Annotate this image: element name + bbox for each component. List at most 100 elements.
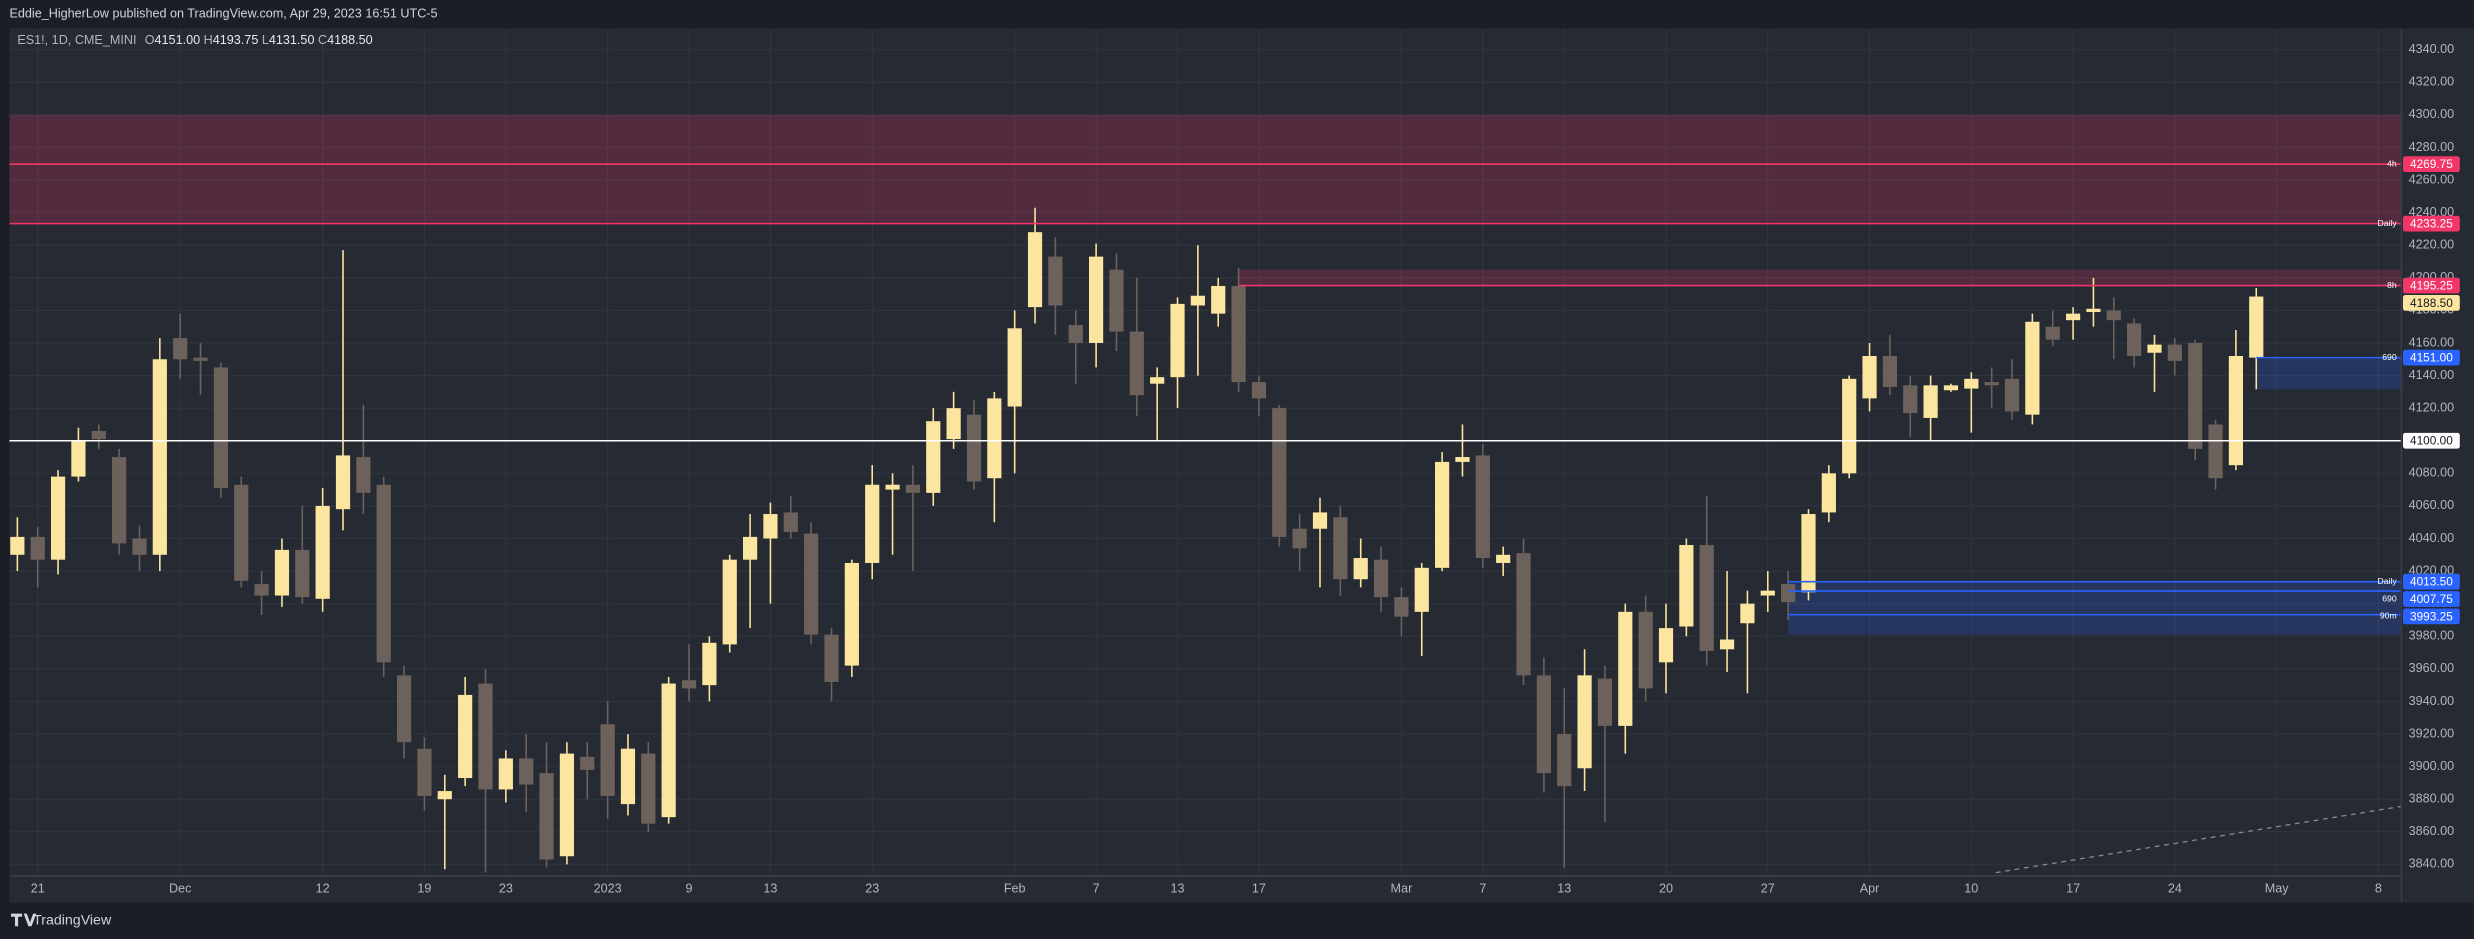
candle-body	[2188, 342, 2203, 449]
x-tick-label: 2023	[594, 882, 622, 896]
y-tick-label: 4340.00	[2409, 42, 2455, 56]
price-tag-label: 4195.25	[2410, 278, 2453, 292]
x-tick-label: May	[2265, 882, 2290, 896]
brand: TradingView	[33, 913, 112, 929]
candle-body	[1882, 356, 1897, 387]
candle-body	[1190, 295, 1205, 306]
candle-body	[824, 634, 839, 682]
candle-body	[1597, 678, 1613, 726]
ohlc-key: C	[318, 33, 327, 47]
x-tick-label: Dec	[169, 882, 191, 896]
candle-body	[2086, 308, 2101, 313]
candle-body	[234, 484, 249, 581]
candle-body	[1312, 512, 1328, 529]
price-tag-label: 3993.25	[2410, 609, 2453, 623]
candle-body	[600, 724, 615, 796]
candle-body	[1027, 232, 1043, 308]
candle-body	[152, 359, 167, 555]
candle-body	[173, 338, 188, 360]
candle-body	[1964, 378, 1979, 389]
candle-body	[1577, 675, 1592, 769]
y-tick-label: 4080.00	[2409, 466, 2455, 480]
candle-body	[987, 398, 1002, 479]
price-tag	[2402, 349, 2460, 366]
symbol: ES1!, 1D, CME_MINI	[17, 33, 136, 47]
ohlc-value: 4193.75	[213, 33, 259, 47]
candle-body	[1496, 554, 1511, 563]
price-tag-label: 4007.75	[2410, 592, 2453, 606]
y-tick-label: 4280.00	[2409, 140, 2455, 154]
candle-body	[458, 694, 473, 779]
candle-body	[1068, 325, 1083, 343]
price-tag-label: 4188.50	[2410, 296, 2453, 310]
levels	[9, 163, 2402, 616]
level-tag: 690	[2382, 593, 2397, 603]
y-tick-label: 3900.00	[2409, 759, 2455, 773]
x-tick-label: 17	[1252, 882, 1266, 896]
y-tick-label: 3860.00	[2409, 824, 2455, 838]
candle-body	[2025, 321, 2040, 415]
candle-body	[1211, 285, 1226, 314]
candle-body	[2228, 356, 2244, 466]
x-tick-label: 13	[1557, 882, 1571, 896]
candle-body	[1394, 597, 1409, 617]
candle-body	[1719, 639, 1735, 650]
candle-body	[2127, 323, 2142, 357]
x-tick-label: 19	[417, 882, 431, 896]
candle-body	[30, 536, 45, 560]
zone	[1238, 269, 2402, 286]
y-tick-label: 4160.00	[2409, 335, 2455, 349]
x-tick-label: 24	[2168, 882, 2182, 896]
candle-body	[1821, 473, 1836, 513]
level-tag: 690	[2382, 352, 2397, 362]
price-tag	[2402, 432, 2460, 449]
y-tick-label: 4300.00	[2409, 107, 2455, 121]
price-tag-label: 4151.00	[2410, 351, 2453, 365]
candle-body	[1292, 528, 1307, 549]
candle-body	[905, 484, 921, 493]
candle-body	[2045, 326, 2060, 340]
x-tick-label: 23	[499, 882, 513, 896]
ohlc-value: 4151.00	[155, 33, 201, 47]
x-tick-label: 23	[865, 882, 879, 896]
candle-body	[681, 680, 697, 689]
candle-body	[1903, 385, 1918, 414]
candle-body	[315, 505, 330, 599]
y-tick-label: 4040.00	[2409, 531, 2455, 545]
y-tick-label: 4260.00	[2409, 172, 2455, 186]
candle-body	[295, 549, 310, 598]
x-tick-label: 20	[1659, 882, 1673, 896]
candle-body	[2106, 310, 2121, 321]
x-tick-label: 10	[1964, 882, 1978, 896]
price-tag	[2402, 573, 2460, 590]
trend-line	[1995, 805, 2402, 874]
zone	[9, 114, 2402, 224]
candle-body	[763, 514, 778, 539]
y-tick-label: 4120.00	[2409, 400, 2455, 414]
price-tag-label: 4013.50	[2410, 575, 2453, 589]
candle-body	[417, 748, 432, 796]
x-tick-label: 7	[1093, 882, 1100, 896]
price-tag	[2402, 608, 2460, 625]
ohlc-key: H	[204, 33, 213, 47]
x-tick-label: 27	[1761, 882, 1775, 896]
candle-body	[1842, 378, 1857, 474]
candle-body	[335, 455, 351, 510]
candle-body	[559, 753, 575, 857]
candle-body	[519, 758, 534, 785]
price-tag	[2402, 156, 2460, 173]
x-tick-label: 7	[1479, 882, 1486, 896]
candle-body	[254, 584, 269, 596]
candle-body	[742, 536, 758, 560]
candle-body	[1333, 517, 1348, 580]
ohlc-key: O	[145, 33, 155, 47]
price-tag	[2402, 295, 2460, 311]
candle-body	[1638, 611, 1653, 689]
candle-body	[274, 549, 290, 596]
candle-body	[71, 440, 86, 477]
candle-body	[580, 756, 595, 770]
candle-body	[1455, 457, 1470, 462]
level-tag: Daily	[2377, 218, 2397, 228]
price-tag-label: 4233.25	[2410, 217, 2453, 231]
